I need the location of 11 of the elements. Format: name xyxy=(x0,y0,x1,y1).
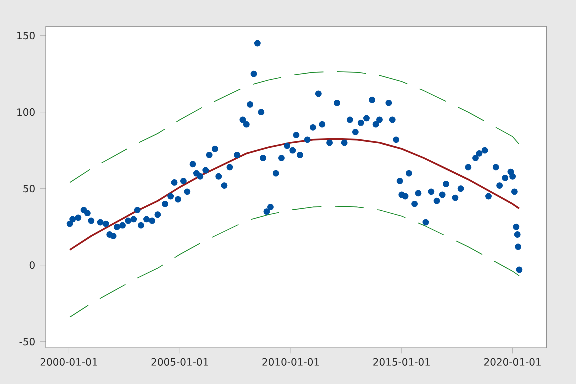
x-tick-label: 2020-01-01 xyxy=(484,358,541,366)
line-series xyxy=(69,138,520,251)
x-tick-label: 2015-01-01 xyxy=(374,358,430,366)
y-tick-label: 50 xyxy=(24,185,35,193)
y-tick-label: -50 xyxy=(20,338,35,346)
y-tick-label: 100 xyxy=(18,108,35,116)
x-tick-label: 2005-01-01 xyxy=(152,358,208,366)
x-tick-label: 2000-01-01 xyxy=(40,358,98,366)
x-tick-label: 2010-01-01 xyxy=(262,358,320,366)
y-tick-label: 150 xyxy=(18,32,35,40)
y-tick-label: 0 xyxy=(30,262,35,270)
